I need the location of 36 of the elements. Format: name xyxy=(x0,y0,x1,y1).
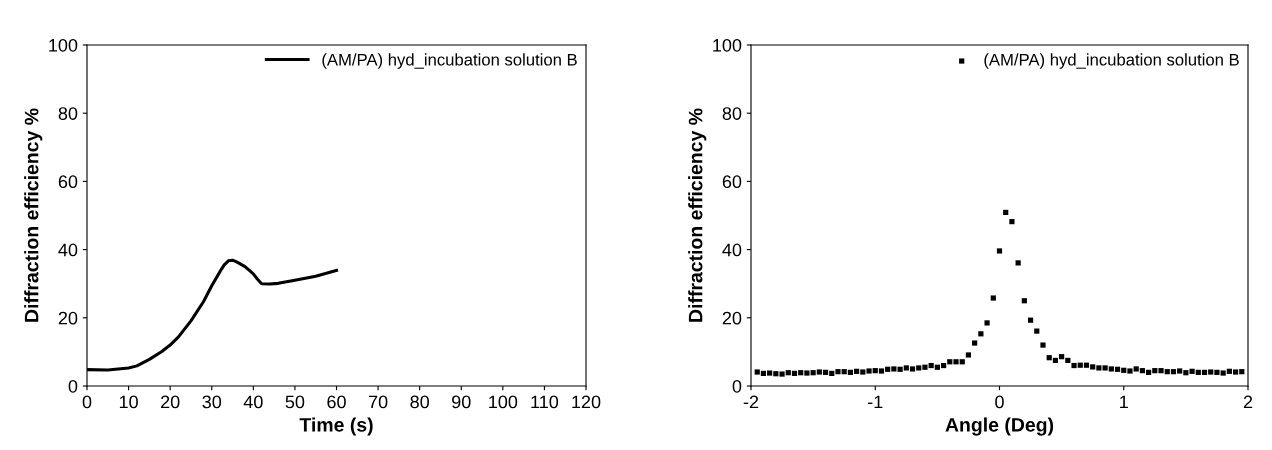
x-tick-label: 90 xyxy=(452,395,471,409)
x-tick-label: 0 xyxy=(995,395,1004,409)
x-tick-label: 80 xyxy=(410,395,429,409)
y-tick-label: 100 xyxy=(713,38,742,52)
y-tick-label: 20 xyxy=(58,311,78,325)
x-tick-label: 1 xyxy=(1120,395,1128,409)
legend-label: (AM/PA) hyd_incubation solution B xyxy=(322,53,577,69)
y-tick-label: 20 xyxy=(722,311,742,325)
y-tick-label: 60 xyxy=(722,175,742,189)
y-tick-label: 40 xyxy=(58,243,78,257)
legend-label: (AM/PA) hyd_incubation solution B xyxy=(984,53,1239,69)
x-tick-label: 0 xyxy=(82,395,92,409)
x-tick-label: -2 xyxy=(743,395,759,409)
x-tick-label: 2 xyxy=(1243,395,1253,409)
y-tick-label: 0 xyxy=(68,379,78,393)
x-tick-label: 110 xyxy=(531,395,559,409)
x-tick-label: 50 xyxy=(285,395,305,409)
y-tick-label: 60 xyxy=(58,175,78,189)
y-tick-label: 100 xyxy=(49,38,78,52)
y-axis-title: Diffraction efficiency % xyxy=(24,108,43,322)
y-axis-title: Diffraction efficiency % xyxy=(688,108,707,322)
x-tick-label: 60 xyxy=(327,395,346,409)
y-tick-label: 80 xyxy=(58,107,78,120)
x-tick-label: 70 xyxy=(368,395,388,409)
y-tick-label: 40 xyxy=(722,243,742,257)
y-tick-label: 0 xyxy=(732,379,742,393)
x-tick-label: 20 xyxy=(161,395,180,409)
x-axis-title: Angle (Deg) xyxy=(945,417,1054,436)
x-tick-label: 30 xyxy=(202,395,222,409)
y-tick-label: 80 xyxy=(722,107,742,120)
x-tick-label: 40 xyxy=(243,395,263,409)
x-tick-label: 100 xyxy=(489,395,518,409)
x-tick-label: -1 xyxy=(868,395,883,409)
x-tick-label: 10 xyxy=(119,395,138,409)
x-axis-title: Time (s) xyxy=(299,417,373,436)
x-tick-label: 120 xyxy=(572,395,601,409)
